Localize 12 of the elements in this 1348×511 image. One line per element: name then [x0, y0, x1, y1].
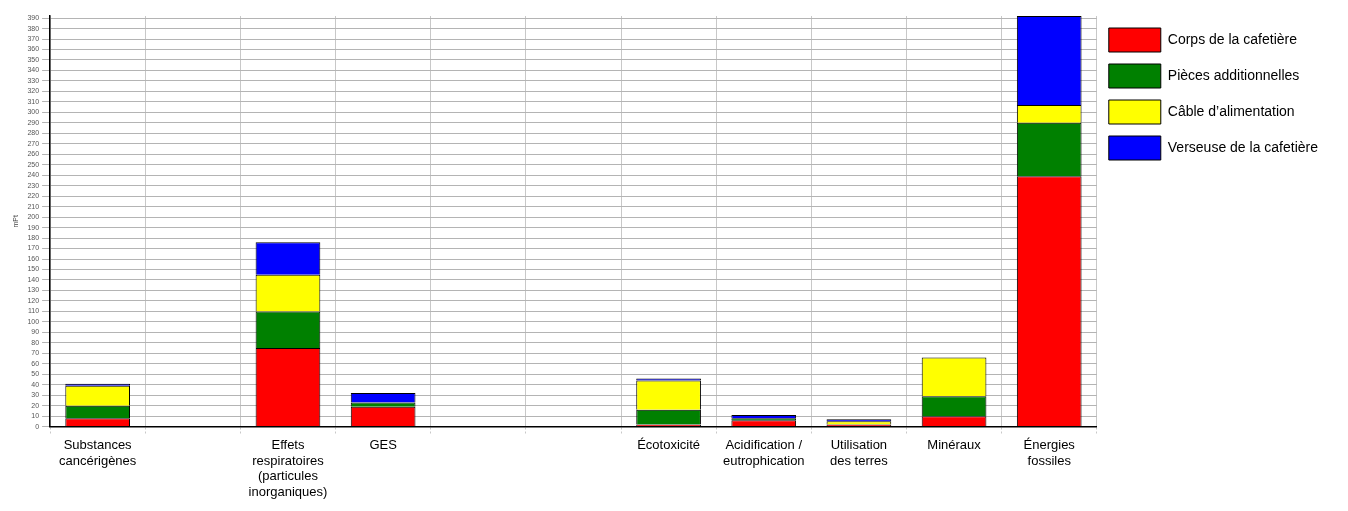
x-tick-label: Utilisation des terres	[830, 436, 889, 468]
legend-label: Pièces additionnelles	[1167, 66, 1300, 83]
x-tick-label: Énergies fossiles	[1023, 436, 1076, 468]
x-tick-label: Minéraux	[927, 436, 982, 452]
x-tick-label: Effets respiratoires (particules inorganiques)	[248, 436, 328, 499]
x-tick-label: GES	[369, 436, 398, 452]
legend-label: Verseuse de la cafetière	[1167, 138, 1319, 155]
x-tick-label: Substances cancérigènes	[58, 436, 137, 468]
legend-label: Câble d’alimentation	[1167, 102, 1295, 119]
x-tick-label: Écotoxicité	[637, 436, 701, 452]
legend-label: Corps de la cafetière	[1167, 30, 1298, 47]
x-tick-label: Acidification / eutrophication	[722, 436, 805, 468]
